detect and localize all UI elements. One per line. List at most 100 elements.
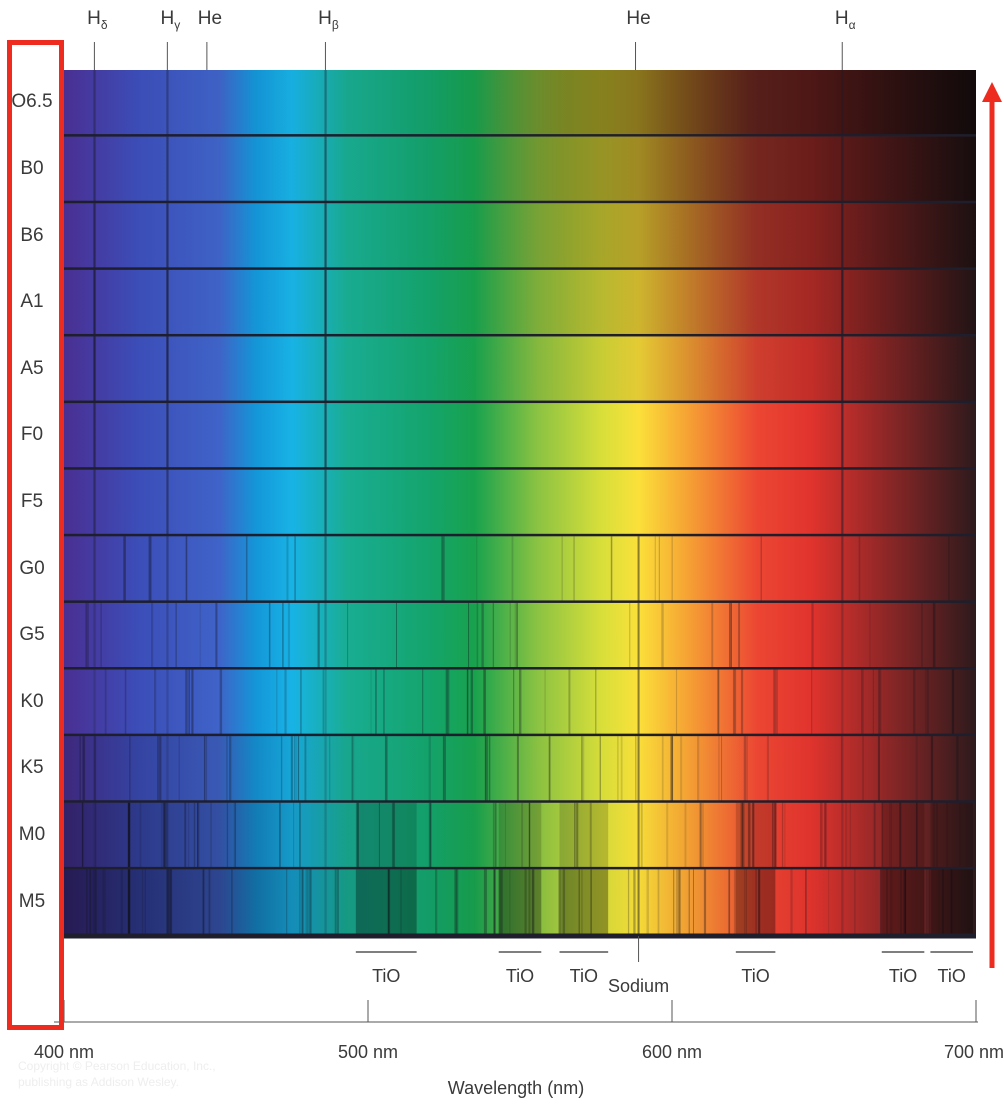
- absorption-line: [504, 802, 506, 870]
- absorption-line: [400, 869, 402, 936]
- absorption-line: [845, 802, 848, 870]
- absorption-line: [531, 869, 535, 936]
- absorption-line: [166, 136, 169, 204]
- absorption-line: [324, 269, 327, 337]
- absorption-line: [500, 869, 503, 936]
- absorption-line: [152, 602, 154, 670]
- absorption-line: [166, 203, 169, 270]
- absorption-line: [670, 736, 673, 803]
- absorption-line: [279, 802, 281, 870]
- absorption-line: [766, 736, 769, 803]
- absorption-line: [93, 802, 96, 870]
- absorption-line: [936, 802, 938, 870]
- absorption-line: [841, 736, 844, 803]
- absorption-line: [188, 802, 190, 870]
- absorption-line: [79, 736, 81, 803]
- absorption-line: [441, 536, 443, 603]
- absorption-line: [862, 736, 864, 803]
- absorption-line: [951, 669, 954, 737]
- x-axis-tick-label: 600 nm: [641, 1042, 703, 1062]
- tio-band: [498, 802, 542, 870]
- absorption-line: [163, 802, 166, 870]
- absorption-line: [718, 736, 720, 803]
- absorption-line: [733, 869, 737, 936]
- absorption-line: [202, 869, 205, 936]
- absorption-line: [317, 602, 320, 670]
- absorption-line: [151, 602, 153, 670]
- absorption-line: [484, 736, 487, 803]
- absorption-line: [422, 669, 424, 737]
- absorption-line: [745, 869, 747, 936]
- spectrum-strip-k0: [64, 669, 976, 739]
- absorption-line: [476, 602, 479, 670]
- spectrum-strip-b6: [64, 203, 976, 273]
- absorption-line: [916, 802, 918, 870]
- absorption-line: [82, 802, 84, 870]
- absorption-line: [391, 802, 394, 870]
- absorption-line: [774, 802, 777, 870]
- absorption-line: [375, 669, 377, 737]
- absorption-line: [661, 736, 664, 803]
- absorption-line: [324, 669, 327, 737]
- absorption-line: [93, 736, 97, 803]
- absorption-line: [93, 136, 96, 204]
- absorption-line: [595, 669, 597, 737]
- absorption-line: [861, 669, 864, 737]
- absorption-line: [744, 869, 746, 936]
- strip-separator: [64, 933, 976, 939]
- spectral-type-label: M0: [18, 824, 46, 846]
- absorption-line: [617, 736, 619, 803]
- absorption-line: [191, 669, 194, 737]
- spectrum-strip-f5: [64, 469, 976, 539]
- absorption-line: [102, 869, 104, 936]
- absorption-line: [678, 869, 681, 936]
- absorption-line: [86, 869, 88, 936]
- absorption-line: [95, 802, 97, 870]
- absorption-line: [599, 736, 602, 803]
- absorption-line: [841, 269, 844, 337]
- absorption-line: [322, 669, 325, 737]
- band-label: TiO: [937, 966, 966, 986]
- spectrum-gradient: [64, 536, 976, 603]
- absorption-line: [100, 602, 102, 670]
- absorption-line: [444, 736, 446, 803]
- absorption-line: [306, 869, 309, 936]
- absorption-line: [158, 736, 161, 803]
- absorption-line: [740, 802, 743, 870]
- spectral-type-label: A1: [20, 291, 44, 313]
- absorption-line: [913, 669, 916, 737]
- absorption-line: [485, 736, 488, 803]
- tio-band: [498, 869, 542, 936]
- absorption-line: [498, 869, 501, 936]
- spectrum-gradient: [64, 669, 976, 737]
- spectrum-dim-blue: [64, 869, 976, 936]
- spectra-strips: [64, 70, 976, 939]
- absorption-line: [916, 802, 918, 870]
- absorption-line: [300, 669, 302, 737]
- absorption-line: [178, 736, 180, 803]
- absorption-line: [81, 802, 83, 870]
- x-axis-title: Wavelength (nm): [447, 1078, 585, 1098]
- absorption-line: [688, 869, 690, 936]
- absorption-line: [166, 70, 169, 137]
- spectral-type-label: F0: [20, 424, 44, 446]
- element-symbol: H: [834, 8, 849, 29]
- absorption-line: [734, 669, 737, 737]
- absorption-line: [811, 602, 813, 670]
- absorption-line: [196, 802, 200, 870]
- absorption-line: [841, 403, 844, 470]
- absorption-line: [483, 869, 486, 936]
- absorption-line: [481, 602, 484, 670]
- absorption-line: [93, 469, 96, 537]
- absorption-line: [881, 802, 884, 870]
- temperature-arrow: [982, 82, 1002, 968]
- absorption-line: [529, 802, 531, 870]
- spectrum-dim-blue: [64, 802, 976, 870]
- tio-band: [881, 802, 925, 870]
- absorption-line: [93, 669, 96, 737]
- absorption-line: [324, 403, 327, 470]
- spectrum-strip-m0: [64, 802, 976, 872]
- absorption-line: [454, 869, 457, 936]
- absorption-line: [959, 802, 961, 870]
- absorption-line: [334, 869, 337, 936]
